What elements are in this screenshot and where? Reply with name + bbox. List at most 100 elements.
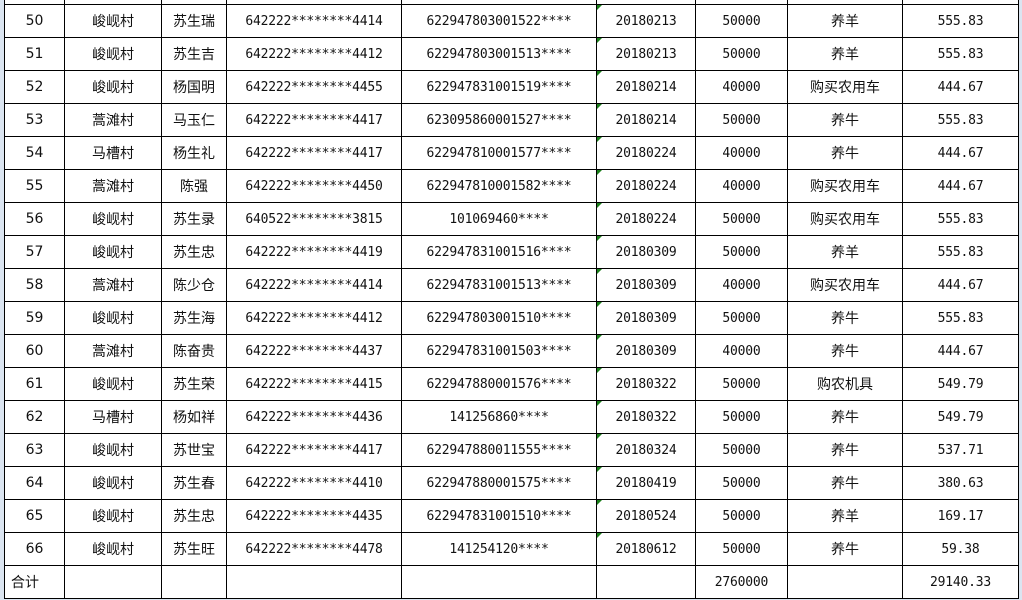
interest-cell[interactable]: 549.79 xyxy=(902,400,1019,434)
village-cell[interactable]: 马槽村 xyxy=(64,136,162,170)
name-cell[interactable]: 马玉仁 xyxy=(161,103,227,137)
amount-cell[interactable]: 40000 xyxy=(695,334,788,368)
village-cell[interactable]: 峻岘村 xyxy=(64,433,162,467)
date-cell[interactable]: 20180309 xyxy=(596,235,696,269)
total-interest[interactable]: 29140.33 xyxy=(902,565,1019,599)
row-number-cell[interactable]: 66 xyxy=(4,532,65,566)
account-cell[interactable]: 622947831001510**** xyxy=(401,499,597,533)
name-cell[interactable]: 苏生忠 xyxy=(161,235,227,269)
row-number-cell[interactable]: 63 xyxy=(4,433,65,467)
account-cell[interactable]: 622947803001522**** xyxy=(401,4,597,38)
id-number-cell[interactable]: 642222********4414 xyxy=(226,4,402,38)
purpose-cell[interactable]: 养羊 xyxy=(787,235,903,269)
empty-cell[interactable] xyxy=(596,565,696,599)
interest-cell[interactable]: 444.67 xyxy=(902,169,1019,203)
interest-cell[interactable]: 380.63 xyxy=(902,466,1019,500)
row-number-cell[interactable]: 55 xyxy=(4,169,65,203)
amount-cell[interactable]: 40000 xyxy=(695,169,788,203)
amount-cell[interactable]: 50000 xyxy=(695,367,788,401)
account-cell[interactable]: 141254120**** xyxy=(401,532,597,566)
interest-cell[interactable]: 444.67 xyxy=(902,334,1019,368)
name-cell[interactable]: 苏生吉 xyxy=(161,37,227,71)
amount-cell[interactable]: 50000 xyxy=(695,202,788,236)
date-cell[interactable]: 20180612 xyxy=(596,532,696,566)
village-cell[interactable]: 峻岘村 xyxy=(64,70,162,104)
purpose-cell[interactable]: 购农机具 xyxy=(787,367,903,401)
name-cell[interactable]: 苏生忠 xyxy=(161,499,227,533)
village-cell[interactable]: 峻岘村 xyxy=(64,301,162,335)
amount-cell[interactable]: 50000 xyxy=(695,4,788,38)
village-cell[interactable]: 峻岘村 xyxy=(64,4,162,38)
row-number-cell[interactable]: 62 xyxy=(4,400,65,434)
interest-cell[interactable]: 537.71 xyxy=(902,433,1019,467)
id-number-cell[interactable]: 642222********4414 xyxy=(226,268,402,302)
amount-cell[interactable]: 50000 xyxy=(695,37,788,71)
amount-cell[interactable]: 40000 xyxy=(695,268,788,302)
interest-cell[interactable]: 555.83 xyxy=(902,235,1019,269)
village-cell[interactable]: 峻岘村 xyxy=(64,235,162,269)
account-cell[interactable]: 622947810001582**** xyxy=(401,169,597,203)
account-cell[interactable]: 622947831001503**** xyxy=(401,334,597,368)
village-cell[interactable]: 蒿滩村 xyxy=(64,334,162,368)
id-number-cell[interactable]: 642222********4417 xyxy=(226,433,402,467)
name-cell[interactable]: 苏生旺 xyxy=(161,532,227,566)
interest-cell[interactable]: 549.79 xyxy=(902,367,1019,401)
purpose-cell[interactable]: 养羊 xyxy=(787,4,903,38)
amount-cell[interactable]: 50000 xyxy=(695,400,788,434)
id-number-cell[interactable]: 642222********4450 xyxy=(226,169,402,203)
interest-cell[interactable]: 555.83 xyxy=(902,37,1019,71)
id-number-cell[interactable]: 642222********4417 xyxy=(226,136,402,170)
name-cell[interactable]: 苏生海 xyxy=(161,301,227,335)
name-cell[interactable]: 杨国明 xyxy=(161,70,227,104)
purpose-cell[interactable]: 养羊 xyxy=(787,37,903,71)
id-number-cell[interactable]: 642222********4410 xyxy=(226,466,402,500)
row-number-cell[interactable]: 58 xyxy=(4,268,65,302)
account-cell[interactable]: 623095860001527**** xyxy=(401,103,597,137)
name-cell[interactable]: 苏生荣 xyxy=(161,367,227,401)
account-cell[interactable]: 622947831001519**** xyxy=(401,70,597,104)
total-amount[interactable]: 2760000 xyxy=(695,565,788,599)
amount-cell[interactable]: 40000 xyxy=(695,70,788,104)
row-number-cell[interactable]: 60 xyxy=(4,334,65,368)
empty-cell[interactable] xyxy=(64,565,162,599)
purpose-cell[interactable]: 养牛 xyxy=(787,103,903,137)
date-cell[interactable]: 20180309 xyxy=(596,334,696,368)
amount-cell[interactable]: 40000 xyxy=(695,136,788,170)
interest-cell[interactable]: 59.38 xyxy=(902,532,1019,566)
date-cell[interactable]: 20180214 xyxy=(596,103,696,137)
purpose-cell[interactable]: 养牛 xyxy=(787,400,903,434)
id-number-cell[interactable]: 642222********4455 xyxy=(226,70,402,104)
account-cell[interactable]: 622947831001516**** xyxy=(401,235,597,269)
id-number-cell[interactable]: 642222********4436 xyxy=(226,400,402,434)
amount-cell[interactable]: 50000 xyxy=(695,103,788,137)
amount-cell[interactable]: 50000 xyxy=(695,235,788,269)
date-cell[interactable]: 20180419 xyxy=(596,466,696,500)
purpose-cell[interactable]: 养牛 xyxy=(787,301,903,335)
date-cell[interactable]: 20180213 xyxy=(596,37,696,71)
name-cell[interactable]: 陈强 xyxy=(161,169,227,203)
purpose-cell[interactable]: 购买农用车 xyxy=(787,268,903,302)
row-number-cell[interactable]: 56 xyxy=(4,202,65,236)
date-cell[interactable]: 20180524 xyxy=(596,499,696,533)
row-number-cell[interactable]: 61 xyxy=(4,367,65,401)
id-number-cell[interactable]: 642222********4419 xyxy=(226,235,402,269)
id-number-cell[interactable]: 642222********4478 xyxy=(226,532,402,566)
village-cell[interactable]: 峻岘村 xyxy=(64,499,162,533)
village-cell[interactable]: 蒿滩村 xyxy=(64,103,162,137)
account-cell[interactable]: 101069460**** xyxy=(401,202,597,236)
row-number-cell[interactable]: 59 xyxy=(4,301,65,335)
amount-cell[interactable]: 50000 xyxy=(695,532,788,566)
name-cell[interactable]: 杨生礼 xyxy=(161,136,227,170)
name-cell[interactable]: 陈少仓 xyxy=(161,268,227,302)
purpose-cell[interactable]: 养牛 xyxy=(787,334,903,368)
purpose-cell[interactable]: 购买农用车 xyxy=(787,202,903,236)
row-number-cell[interactable]: 51 xyxy=(4,37,65,71)
row-number-cell[interactable]: 54 xyxy=(4,136,65,170)
purpose-cell[interactable]: 养牛 xyxy=(787,433,903,467)
village-cell[interactable]: 峻岘村 xyxy=(64,367,162,401)
village-cell[interactable]: 峻岘村 xyxy=(64,532,162,566)
interest-cell[interactable]: 555.83 xyxy=(902,4,1019,38)
village-cell[interactable]: 峻岘村 xyxy=(64,37,162,71)
row-number-cell[interactable]: 65 xyxy=(4,499,65,533)
empty-cell[interactable] xyxy=(161,565,227,599)
